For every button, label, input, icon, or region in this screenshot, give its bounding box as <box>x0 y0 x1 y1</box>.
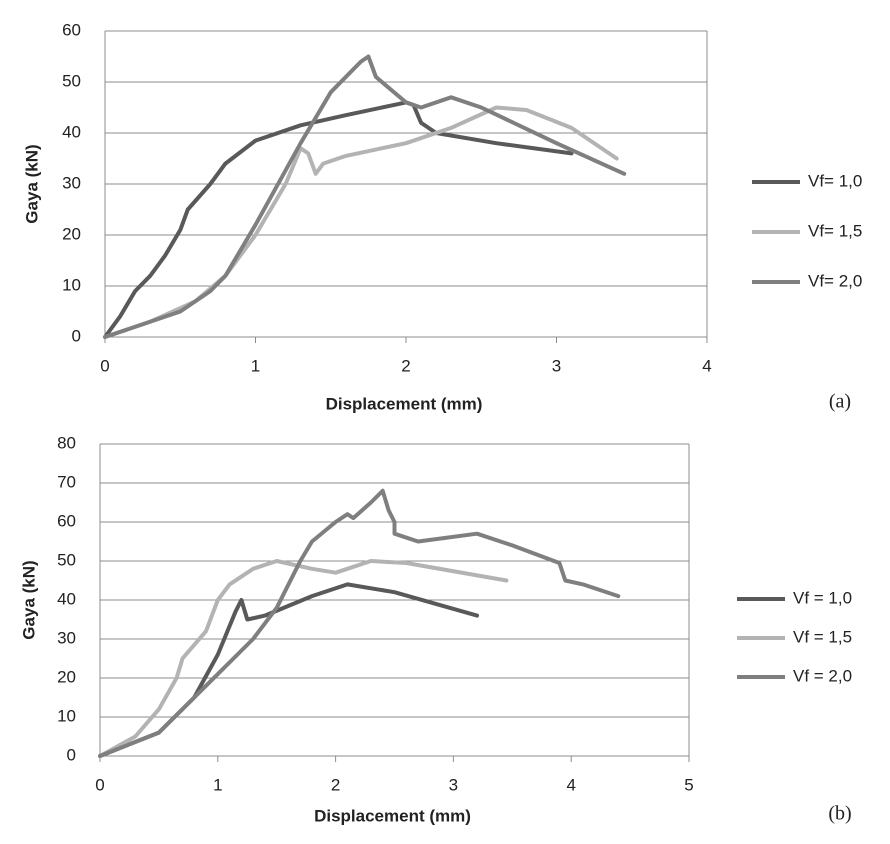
x-tick-label: 0 <box>100 356 109 375</box>
legend-label: Vf = 1,5 <box>793 627 852 646</box>
legend-label: Vf = 2,0 <box>793 666 852 685</box>
y-tick-label: 60 <box>62 20 81 39</box>
line <box>98 582 479 758</box>
x-tick-label: 0 <box>95 775 104 794</box>
x-tick-label: 2 <box>401 356 410 375</box>
line <box>103 100 574 339</box>
y-tick-label: 80 <box>57 433 76 452</box>
y-tick-label: 20 <box>62 224 81 243</box>
y-tick-label: 60 <box>57 511 76 530</box>
y-tick-label: 0 <box>72 326 81 345</box>
x-tick-label: 5 <box>684 775 693 794</box>
y-axis-title: Gaya (kN) <box>22 144 41 223</box>
y-tick-label: 10 <box>57 706 76 725</box>
x-axis-title: Displacement (mm) <box>314 806 471 825</box>
legend-label: Vf= 1,5 <box>808 221 862 240</box>
x-tick-label: 4 <box>702 356 711 375</box>
x-tick-label: 3 <box>449 775 458 794</box>
legend-label: Vf= 2,0 <box>808 271 862 290</box>
panel-label: (b) <box>828 803 851 825</box>
y-tick-label: 10 <box>62 275 81 294</box>
line <box>103 54 627 339</box>
legend-label: Vf= 1,0 <box>808 171 862 190</box>
y-tick-label: 30 <box>62 173 81 192</box>
x-tick-label: 4 <box>566 775 575 794</box>
y-tick-label: 40 <box>62 122 81 141</box>
y-tick-label: 20 <box>57 667 76 686</box>
line <box>98 559 509 758</box>
y-axis-title: Gaya (kN) <box>19 560 38 639</box>
y-tick-label: 30 <box>57 628 76 647</box>
y-tick-label: 50 <box>62 71 81 90</box>
y-tick-label: 0 <box>67 745 76 764</box>
x-tick-label: 3 <box>552 356 561 375</box>
y-tick-label: 40 <box>57 589 76 608</box>
x-axis-title: Displacement (mm) <box>326 394 483 413</box>
panel-label: (a) <box>829 391 851 413</box>
line <box>98 488 621 758</box>
x-tick-label: 2 <box>331 775 340 794</box>
x-tick-label: 1 <box>251 356 260 375</box>
x-tick-label: 1 <box>213 775 222 794</box>
legend-label: Vf = 1,0 <box>793 588 852 607</box>
y-tick-label: 70 <box>57 472 76 491</box>
y-tick-label: 50 <box>57 550 76 569</box>
